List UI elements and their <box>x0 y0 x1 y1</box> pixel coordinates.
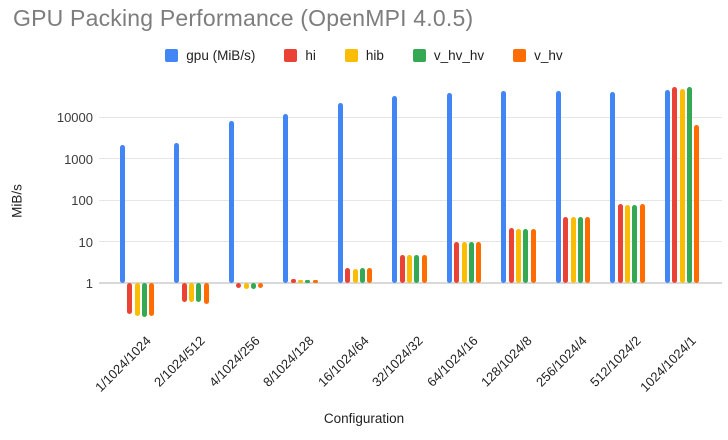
bar-gpu-mib-s--4-1024-256[interactable] <box>228 121 234 283</box>
legend-item-gpu-mib-s-[interactable]: gpu (MiB/s) <box>165 48 255 63</box>
bar-gpu-mib-s--8-1024-128[interactable] <box>283 113 289 283</box>
x-tick-label: 128/1024/8 <box>478 333 536 390</box>
bar-v-hv-hv-2-1024-512[interactable] <box>196 283 202 303</box>
legend-label: hi <box>305 47 316 63</box>
bar-v-hv-hv-1-1024-1024[interactable] <box>141 283 147 318</box>
x-tick-label: 4/1024/256 <box>205 333 263 390</box>
chart-title: GPU Packing Performance (OpenMPI 4.0.5) <box>13 5 474 31</box>
bar-v-hv-1024-1024-1[interactable] <box>694 125 700 283</box>
bar-hi-1024-1024-1[interactable] <box>672 87 678 283</box>
bar-v-hv-256-1024-4[interactable] <box>585 216 591 283</box>
legend-item-v-hv-hv[interactable]: v_hv_hv <box>412 47 485 63</box>
gridline <box>99 241 722 242</box>
bar-v-hv-4-1024-256[interactable] <box>258 283 264 289</box>
bar-v-hv-32-1024-32[interactable] <box>421 255 427 283</box>
x-tick-label: 8/1024/128 <box>260 333 318 390</box>
legend-item-hib[interactable]: hib <box>344 47 384 63</box>
bar-v-hv-hv-32-1024-32[interactable] <box>414 255 420 283</box>
bar-hib-32-1024-32[interactable] <box>407 255 412 283</box>
bar-gpu-mib-s--256-1024-4[interactable] <box>555 91 561 283</box>
bar-v-hv-2-1024-512[interactable] <box>203 283 209 304</box>
legend-item-hi[interactable]: hi <box>284 48 316 63</box>
x-tick-label: 1/1024/1024 <box>91 333 154 395</box>
bar-hib-16-1024-64[interactable] <box>352 268 358 283</box>
y-tick-label: 10000 <box>56 110 93 125</box>
x-tick-label: 256/1024/4 <box>532 333 590 390</box>
x-tick-label: 1024/1024/1 <box>636 333 699 395</box>
bar-v-hv-64-1024-16[interactable] <box>476 241 482 283</box>
legend-label: gpu (MiB/s) <box>186 47 256 63</box>
legend-swatch-icon <box>344 48 358 62</box>
bar-hib-2-1024-512[interactable] <box>189 283 194 302</box>
y-tick-label: 1 <box>85 276 93 291</box>
y-axis-title: MiB/s <box>9 184 25 218</box>
bar-hi-1-1024-1024[interactable] <box>127 283 133 314</box>
legend-swatch-icon <box>513 48 527 62</box>
bar-hib-256-1024-4[interactable] <box>570 216 576 283</box>
bar-hi-4-1024-256[interactable] <box>236 283 242 289</box>
legend-swatch-icon <box>284 48 298 62</box>
bar-hi-64-1024-16[interactable] <box>454 241 460 283</box>
bar-v-hv-128-1024-8[interactable] <box>530 229 536 283</box>
bar-hi-8-1024-128[interactable] <box>290 278 296 283</box>
bar-hi-256-1024-4[interactable] <box>563 217 569 283</box>
x-axis-title: Configuration <box>323 411 405 426</box>
bar-v-hv-16-1024-64[interactable] <box>367 267 373 283</box>
x-tick-label: 64/1024/16 <box>423 333 481 390</box>
bar-hi-16-1024-64[interactable] <box>345 267 351 283</box>
legend-item-v-hv[interactable]: v_hv <box>513 48 563 63</box>
x-tick-label: 32/1024/32 <box>369 333 427 390</box>
x-tick-label: 16/1024/64 <box>314 333 372 390</box>
bar-hib-4-1024-256[interactable] <box>243 283 249 289</box>
legend-swatch-icon <box>412 48 426 62</box>
legend-label: v_hv_hv <box>433 47 485 63</box>
bar-hib-1-1024-1024[interactable] <box>134 283 140 317</box>
y-tick-label: 10 <box>78 234 93 250</box>
bar-v-hv-hv-256-1024-4[interactable] <box>577 216 583 283</box>
bar-gpu-mib-s--512-1024-2[interactable] <box>610 92 616 283</box>
gridline <box>99 158 722 159</box>
gridline <box>99 199 722 201</box>
bar-hi-32-1024-32[interactable] <box>399 254 405 283</box>
bar-hi-128-1024-8[interactable] <box>508 228 514 283</box>
bar-gpu-mib-s--32-1024-32[interactable] <box>392 96 398 283</box>
bar-hi-2-1024-512[interactable] <box>181 283 187 302</box>
bar-v-hv-hv-128-1024-8[interactable] <box>523 229 529 283</box>
legend-label: v_hv <box>534 47 563 63</box>
bar-gpu-mib-s--1-1024-1024[interactable] <box>119 145 125 283</box>
bar-v-hv-512-1024-2[interactable] <box>639 204 645 283</box>
bar-v-hv-hv-1024-1024-1[interactable] <box>686 87 692 283</box>
bar-v-hv-hv-4-1024-256[interactable] <box>250 283 256 289</box>
legend-swatch-icon <box>165 48 179 62</box>
x-tick-label: 2/1024/512 <box>151 333 209 390</box>
x-tick-label: 512/1024/2 <box>587 333 645 390</box>
bar-v-hv-hv-64-1024-16[interactable] <box>468 241 474 283</box>
legend: gpu (MiB/s) hi hib v_hv_hv v_hv <box>0 45 728 65</box>
bar-hib-64-1024-16[interactable] <box>461 241 467 283</box>
bar-gpu-mib-s--2-1024-512[interactable] <box>174 142 180 283</box>
bar-hi-512-1024-2[interactable] <box>617 204 623 283</box>
legend-label: hib <box>365 47 384 63</box>
bar-hib-512-1024-2[interactable] <box>625 204 630 283</box>
bar-v-hv-8-1024-128[interactable] <box>312 279 318 283</box>
bar-v-hv-hv-16-1024-64[interactable] <box>359 267 365 283</box>
y-tick-label: 1000 <box>64 151 93 167</box>
gridline <box>99 116 722 118</box>
bar-hib-128-1024-8[interactable] <box>516 229 521 283</box>
bar-gpu-mib-s--128-1024-8[interactable] <box>501 91 507 283</box>
bar-v-hv-hv-512-1024-2[interactable] <box>632 205 638 283</box>
y-tick-label: 100 <box>71 193 93 208</box>
x-axis-baseline <box>99 282 722 284</box>
bar-gpu-mib-s--64-1024-16[interactable] <box>446 92 452 283</box>
bar-gpu-mib-s--16-1024-64[interactable] <box>337 102 343 283</box>
bar-v-hv-1-1024-1024[interactable] <box>149 283 155 317</box>
bar-hib-8-1024-128[interactable] <box>298 279 303 283</box>
bar-gpu-mib-s--1024-1024-1[interactable] <box>664 89 670 283</box>
bar-v-hv-hv-8-1024-128[interactable] <box>305 279 311 283</box>
bar-hib-1024-1024-1[interactable] <box>679 88 685 283</box>
